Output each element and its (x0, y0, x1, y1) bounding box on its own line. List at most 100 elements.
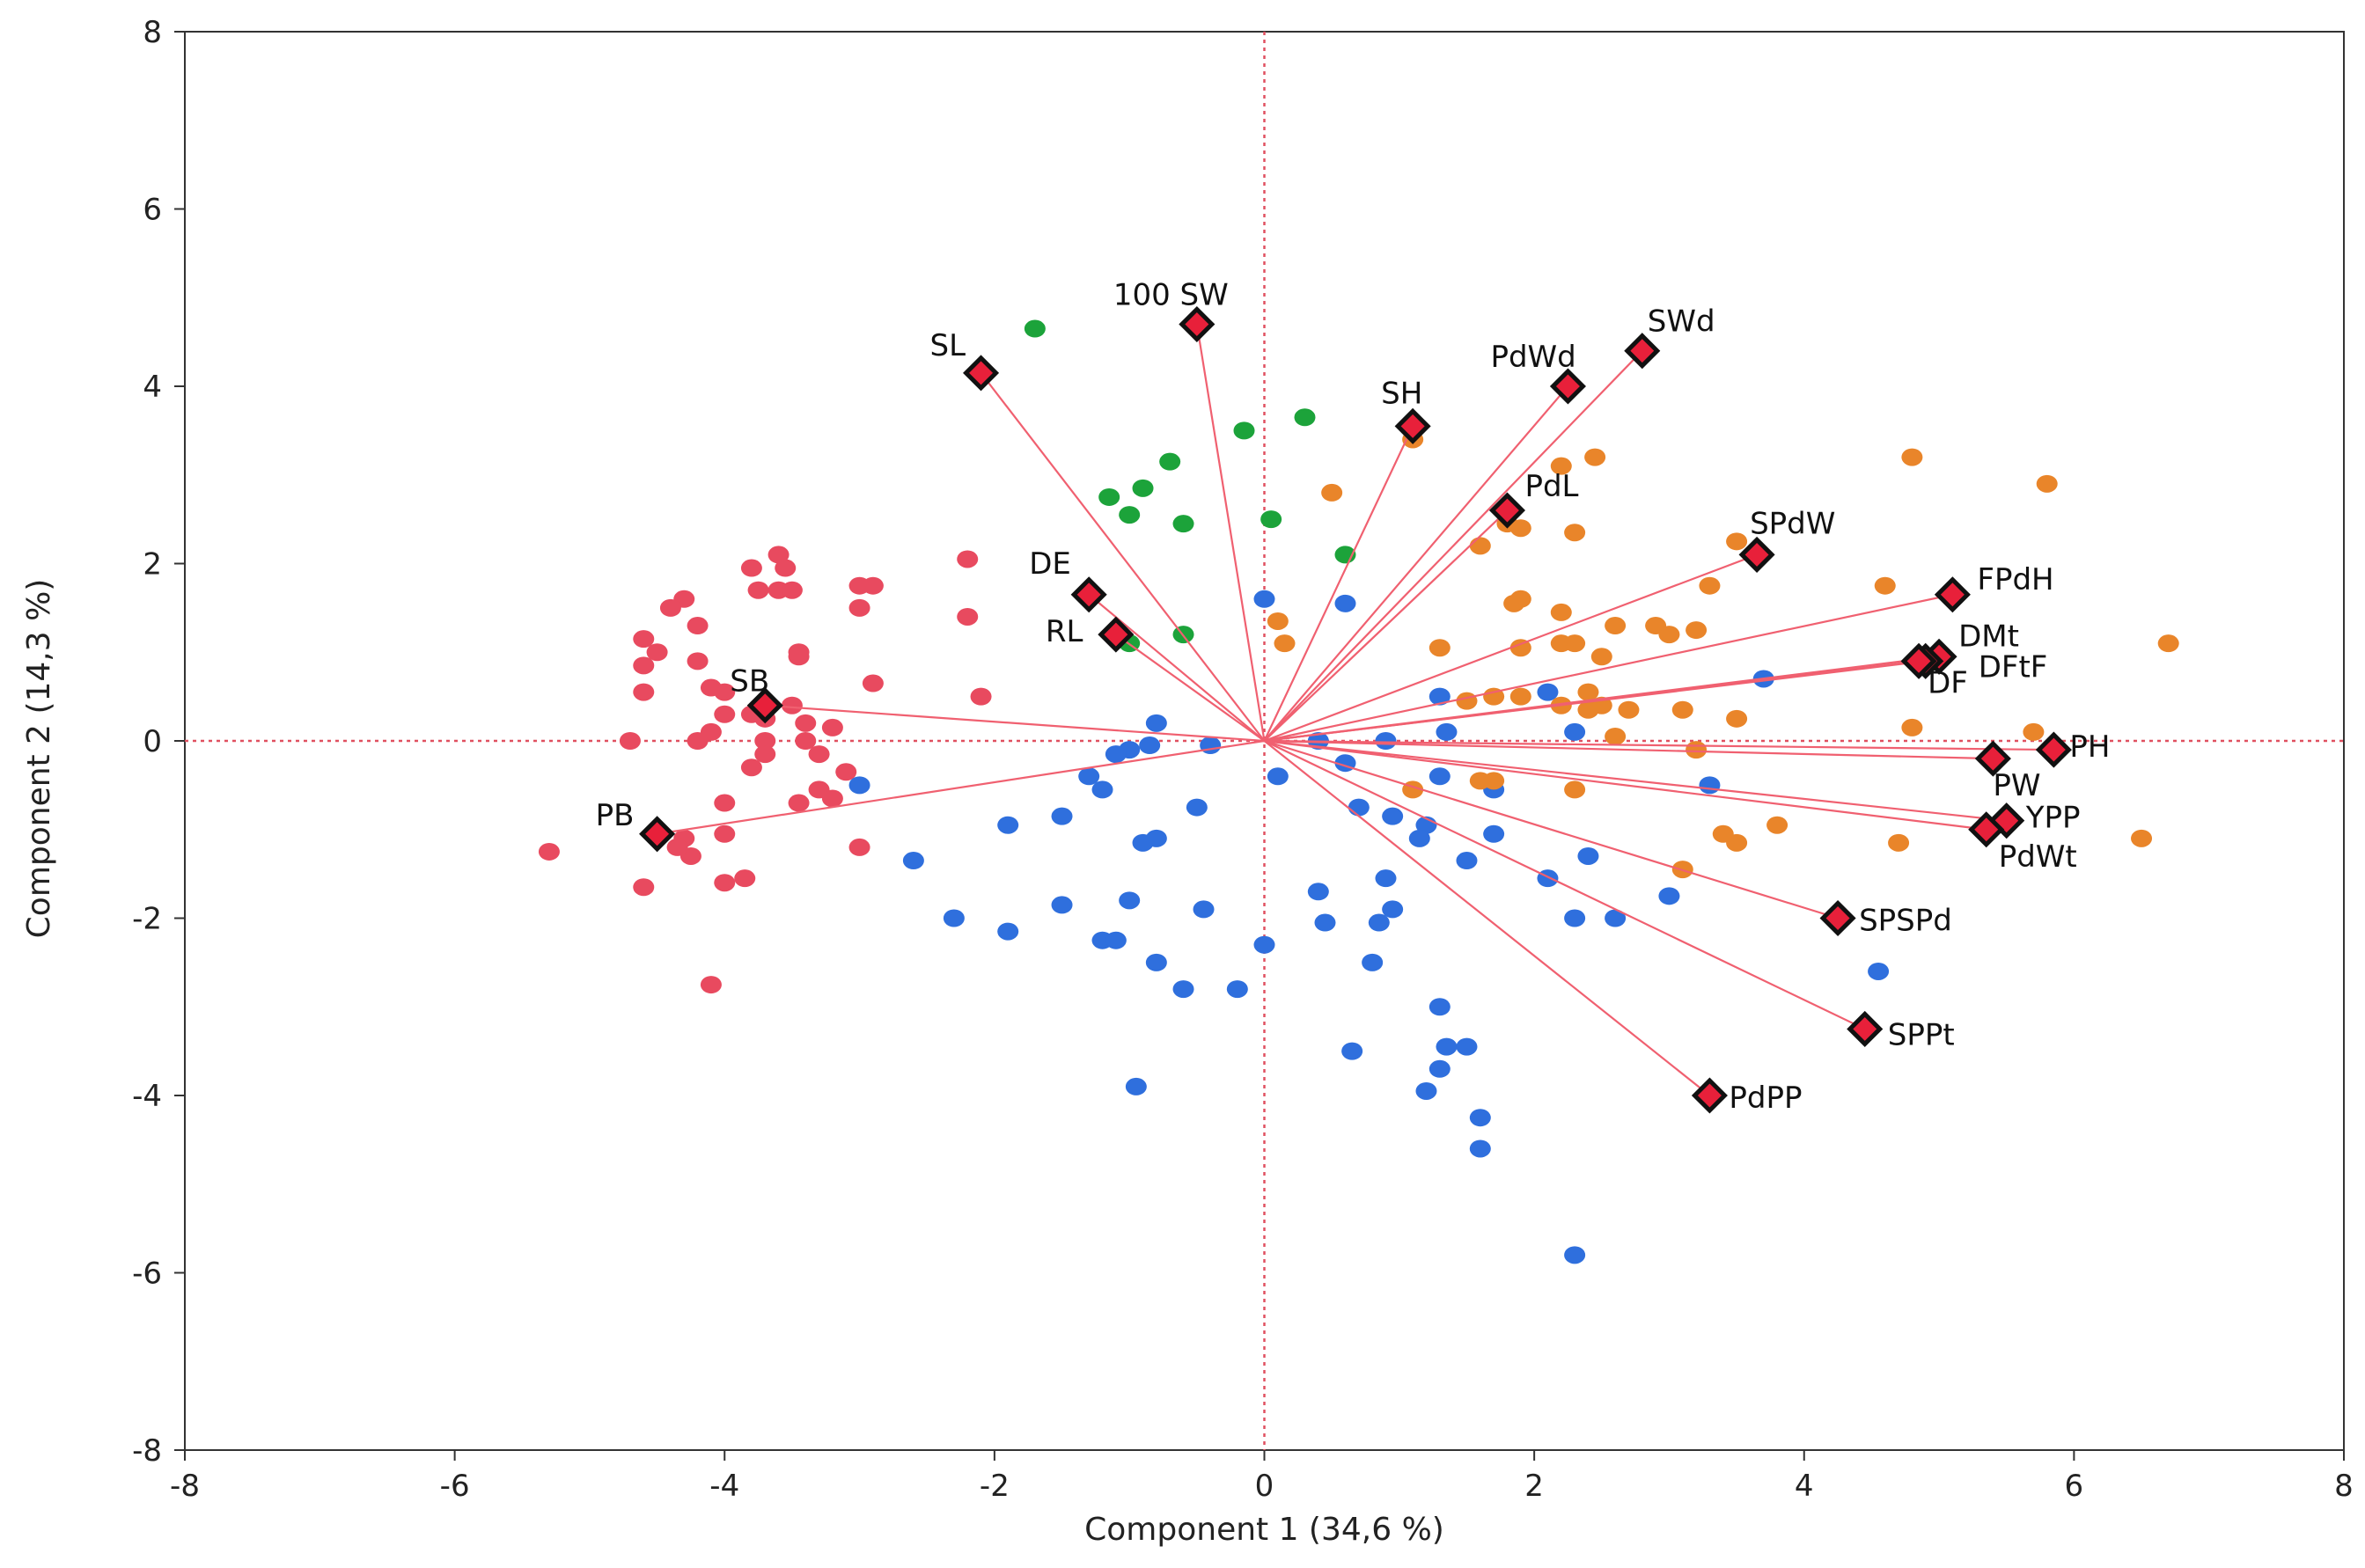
loading-marker (1070, 576, 1107, 613)
data-point (1686, 741, 1708, 759)
data-point (1172, 515, 1194, 533)
data-point (734, 869, 756, 888)
data-point (1564, 1246, 1586, 1264)
data-point (1294, 408, 1316, 427)
data-point (1726, 833, 1748, 852)
loading-vector (1263, 740, 1711, 1096)
data-point (1051, 896, 1073, 914)
data-point (1260, 510, 1282, 529)
data-point (1671, 700, 1693, 719)
data-point (997, 816, 1019, 834)
data-point (1483, 824, 1505, 843)
data-point (1429, 767, 1451, 786)
loading-label: SB (730, 664, 769, 700)
data-point (633, 630, 655, 648)
loading-marker (1968, 811, 2005, 848)
data-point (862, 576, 884, 595)
x-tick-label: 2 (1524, 1469, 1544, 1504)
y-tick-label: 4 (143, 370, 162, 405)
data-point (1726, 709, 1748, 728)
data-point (1901, 718, 1923, 736)
loading-vectors (657, 324, 2054, 1096)
loading-label: RL (1046, 614, 1083, 649)
data-point (943, 909, 965, 927)
data-point (714, 705, 736, 723)
data-point (1686, 621, 1708, 640)
loading-vector (1264, 739, 2054, 751)
data-point (2157, 634, 2179, 653)
data-point (1375, 869, 1397, 888)
loading-label: PdL (1524, 469, 1578, 504)
loading-label: PdWd (1490, 340, 1575, 375)
data-point (747, 581, 769, 599)
loading-marker (746, 687, 783, 724)
y-tick-label: -6 (132, 1257, 162, 1292)
y-tick-label: -4 (132, 1079, 162, 1114)
data-point (1267, 767, 1289, 786)
data-point (740, 559, 762, 577)
loading-marker (1549, 368, 1586, 405)
data-point (821, 718, 843, 736)
data-point (1125, 1077, 1147, 1095)
data-point (862, 674, 884, 692)
data-point (1233, 421, 1255, 440)
data-point (1119, 506, 1141, 524)
loading-label: SPSPd (1859, 904, 1952, 939)
data-point (1145, 714, 1167, 732)
loading-marker (1738, 536, 1775, 573)
data-point (1766, 816, 1788, 834)
loading-vector (1115, 634, 1266, 742)
loading-vector (1263, 425, 1414, 742)
data-point (1469, 772, 1491, 790)
data-point (1408, 829, 1430, 847)
x-tick-label: -4 (709, 1469, 739, 1504)
data-point (1159, 452, 1181, 471)
data-point (1267, 612, 1289, 630)
data-point (795, 732, 817, 750)
data-point (1537, 683, 1559, 701)
data-point (1564, 524, 1586, 542)
data-point (1382, 900, 1404, 919)
data-point (1469, 1139, 1491, 1158)
data-point (1483, 687, 1505, 706)
loading-vector (765, 704, 1265, 743)
data-point (788, 648, 810, 666)
loading-markers (639, 305, 2072, 1114)
data-point (1469, 1109, 1491, 1127)
data-point (633, 683, 655, 701)
loading-label: DFtF (1979, 649, 2048, 685)
loading-marker (1847, 1010, 1884, 1047)
data-point (1274, 634, 1296, 653)
data-point (1618, 700, 1640, 719)
data-point (633, 878, 655, 897)
data-point (1456, 692, 1478, 710)
loading-marker (963, 355, 1000, 392)
data-point (781, 696, 803, 714)
data-point (1415, 1081, 1437, 1100)
data-point (1874, 576, 1896, 595)
loading-vector (1263, 509, 1509, 742)
data-point (1348, 798, 1370, 817)
data-point (1186, 798, 1208, 817)
data-point (848, 776, 870, 795)
data-point (1564, 909, 1586, 927)
loading-label: 100 SW (1113, 277, 1229, 312)
data-point (687, 617, 709, 635)
data-point (1577, 846, 1599, 865)
data-point (1362, 953, 1384, 971)
data-point (1564, 722, 1586, 741)
data-point (1429, 639, 1451, 657)
data-point (1091, 780, 1113, 799)
data-point (1172, 980, 1194, 999)
data-point (1321, 483, 1343, 502)
loading-vector (1264, 660, 1920, 743)
loading-label: PdPP (1729, 1081, 1802, 1116)
data-point (714, 824, 736, 843)
x-tick-label: 0 (1255, 1469, 1274, 1504)
loading-vector (1195, 324, 1266, 742)
data-point (1469, 537, 1491, 555)
data-point (1375, 732, 1397, 750)
x-tick-label: 4 (1795, 1469, 1814, 1504)
